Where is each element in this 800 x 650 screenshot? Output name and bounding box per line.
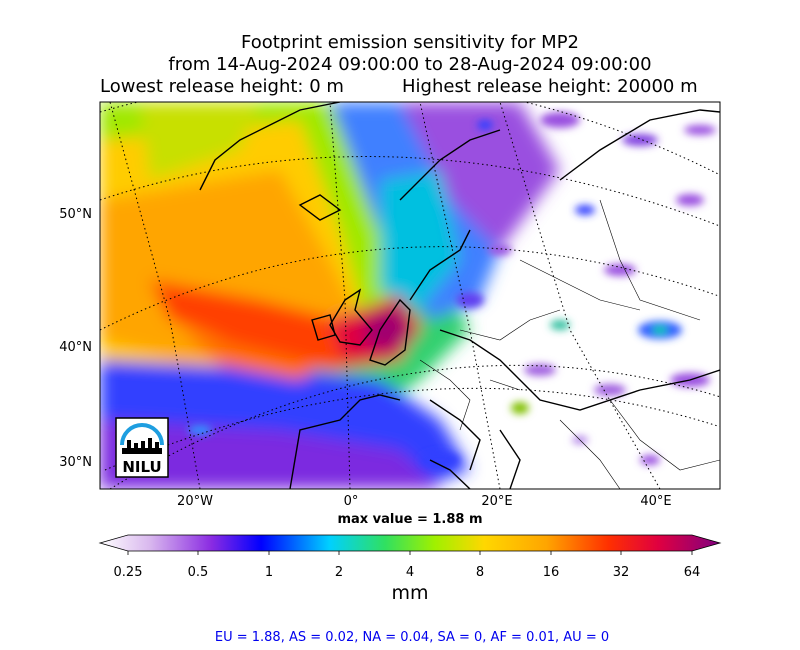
colorbar-tick: 2: [334, 565, 344, 580]
lon-label-0: 0°: [343, 494, 359, 509]
sensitivity-field: NILU: [100, 102, 720, 489]
lat-label-40n: 40°N: [59, 340, 92, 355]
colorbar-tick: 16: [542, 565, 560, 580]
colorbar-tick: 64: [683, 565, 701, 580]
colorbar: [98, 534, 722, 555]
lat-label-50n: 50°N: [59, 207, 92, 222]
max-value-label: max value = 1.88 m: [337, 512, 483, 527]
lon-label-20e: 20°E: [481, 494, 513, 509]
coastlines: [199, 102, 720, 489]
nilu-logo: NILU: [115, 417, 169, 478]
highest-release-height: Highest release height: 20000 m: [402, 76, 698, 97]
colorbar-tick: 0.5: [187, 565, 209, 580]
lon-label-20w: 20°W: [177, 494, 213, 509]
release-heights: Lowest release height: 0 m Highest relea…: [100, 76, 720, 98]
nilu-logo-text: NILU: [122, 458, 161, 476]
map-title: Footprint emission sensitivity for MP2: [240, 32, 579, 53]
map-period: from 14-Aug-2024 09:00:00 to 28-Aug-2024…: [168, 54, 652, 75]
east-speckles: [188, 112, 716, 468]
lat-label-30n: 30°N: [59, 455, 92, 470]
colorbar-tick: 8: [475, 565, 485, 580]
lon-label-40e: 40°E: [640, 494, 672, 509]
map-frame: [99, 101, 721, 490]
colorbar-tick: 1: [264, 565, 274, 580]
lowest-release-height: Lowest release height: 0 m: [100, 76, 344, 97]
region-summary: EU = 1.88, AS = 0.02, NA = 0.04, SA = 0,…: [214, 630, 610, 645]
colorbar-tick: 4: [405, 565, 415, 580]
country-borders: [419, 199, 720, 489]
colorbar-tick: 0.25: [113, 565, 143, 580]
colorbar-tick: 32: [612, 565, 630, 580]
colorbar-unit: mm: [391, 582, 429, 604]
